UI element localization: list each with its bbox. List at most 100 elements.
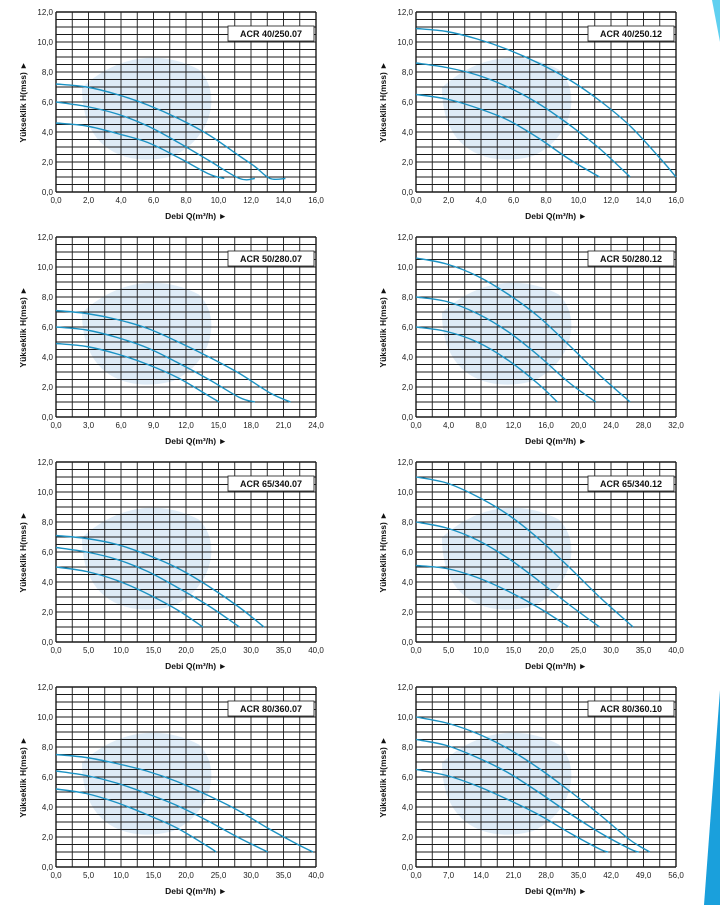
series-line-2 (415, 296, 597, 403)
chart-title: ACR 65/340.07 (240, 479, 302, 489)
x-tick-label: 0,0 (50, 196, 62, 205)
operating-range-area (82, 732, 212, 835)
y-axis-label: Yükseklik H(mss) ► (18, 61, 28, 142)
x-axis-label: Debi Q(m³/h) ► (525, 661, 587, 671)
x-tick-label: 24,0 (603, 421, 619, 430)
y-tick-label: 2,0 (402, 608, 414, 617)
y-tick-label: 4,0 (402, 128, 414, 137)
y-tick-label: 8,0 (42, 293, 54, 302)
x-axis-label: Debi Q(m³/h) ► (165, 211, 227, 221)
series-line-3 (415, 768, 609, 853)
y-axis-label: Yükseklik H(mss) ► (378, 736, 388, 817)
chart-title-box (227, 25, 315, 42)
series-line-3 (55, 122, 225, 180)
series-line-2 (55, 546, 240, 628)
operating-range-area (82, 507, 212, 610)
x-axis-label: Debi Q(m³/h) ► (165, 886, 227, 896)
x-tick-label: 8,0 (475, 421, 487, 430)
chart-4: ACR 50/280.12 0,0 4,0 8,0 12,0 16,0 20,0 24,0 28… (378, 233, 684, 446)
x-tick-label: 4,0 (475, 196, 487, 205)
x-axis-label: Debi Q(m³/h) ► (525, 211, 587, 221)
y-tick-label: 12,0 (397, 8, 413, 17)
y-tick-label: 10,0 (37, 488, 53, 497)
x-axis-label: Debi Q(m³/h) ► (165, 661, 227, 671)
y-tick-label: 12,0 (37, 683, 53, 692)
x-tick-label: 0,0 (410, 871, 422, 880)
chart-6: ACR 65/340.12 0,0 5,0 10,0 15,0 20,0 25,0 30,0 3… (378, 458, 684, 671)
y-tick-label: 2,0 (42, 833, 54, 842)
x-tick-label: 25,0 (211, 871, 227, 880)
edge-accent-bottom (704, 690, 720, 905)
y-tick-label: 8,0 (402, 518, 414, 527)
x-tick-label: 40,0 (668, 646, 684, 655)
x-tick-label: 5,0 (83, 646, 95, 655)
y-tick-label: 2,0 (42, 383, 54, 392)
operating-range-area (442, 732, 572, 835)
series-line-1 (415, 716, 651, 853)
x-tick-label: 3,0 (83, 421, 95, 430)
x-tick-label: 15,0 (506, 646, 522, 655)
x-tick-label: 12,0 (243, 196, 259, 205)
x-tick-label: 20,0 (178, 646, 194, 655)
y-tick-label: 12,0 (397, 233, 413, 242)
y-tick-label: 6,0 (42, 323, 54, 332)
y-tick-label: 2,0 (402, 833, 414, 842)
y-tick-label: 6,0 (402, 773, 414, 782)
x-tick-label: 24,0 (308, 421, 324, 430)
y-axis-label: Yükseklik H(mss) ► (18, 511, 28, 592)
y-tick-label: 4,0 (42, 803, 54, 812)
series-line-1 (415, 257, 631, 403)
x-tick-label: 5,0 (83, 871, 95, 880)
series-line-2 (55, 770, 268, 853)
edge-accent-top (712, 0, 720, 42)
x-tick-label: 20,0 (178, 871, 194, 880)
x-tick-label: 42,0 (603, 871, 619, 880)
y-tick-label: 0,0 (402, 188, 414, 197)
y-tick-label: 4,0 (402, 803, 414, 812)
x-tick-label: 30,0 (243, 646, 259, 655)
y-tick-label: 10,0 (397, 263, 413, 272)
x-tick-label: 35,0 (571, 871, 587, 880)
x-tick-label: 10,0 (473, 646, 489, 655)
series-line-3 (55, 342, 220, 403)
x-tick-label: 0,0 (50, 646, 62, 655)
x-tick-label: 9,0 (148, 421, 160, 430)
y-tick-label: 2,0 (42, 608, 54, 617)
chart-title: ACR 80/360.10 (600, 704, 662, 714)
x-tick-label: 15,0 (146, 646, 162, 655)
x-tick-label: 10,0 (211, 196, 227, 205)
x-tick-label: 35,0 (276, 646, 292, 655)
y-tick-label: 2,0 (42, 158, 54, 167)
x-tick-label: 32,0 (668, 421, 684, 430)
y-axis-label: Yükseklik H(mss) ► (18, 736, 28, 817)
x-tick-label: 6,0 (508, 196, 520, 205)
chart-7: ACR 80/360.07 0,0 5,0 10,0 15,0 20,0 25,0 30,0 3… (18, 683, 324, 896)
x-tick-label: 14,0 (636, 196, 652, 205)
x-tick-label: 28,0 (538, 871, 554, 880)
x-tick-label: 21,0 (276, 421, 292, 430)
series-line-3 (55, 788, 217, 853)
x-tick-label: 16,0 (668, 196, 684, 205)
x-axis-label: Debi Q(m³/h) ► (165, 436, 227, 446)
x-tick-label: 10,0 (571, 196, 587, 205)
x-tick-label: 28,0 (636, 421, 652, 430)
operating-range-area (442, 282, 572, 385)
chart-title-box (587, 700, 675, 717)
y-tick-label: 6,0 (402, 98, 414, 107)
y-tick-label: 10,0 (397, 488, 413, 497)
series-line-2 (55, 326, 256, 403)
series-line-1 (415, 476, 634, 628)
x-tick-label: 35,0 (276, 871, 292, 880)
y-tick-label: 6,0 (402, 548, 414, 557)
operating-range-area (82, 282, 212, 385)
y-tick-label: 0,0 (42, 413, 54, 422)
y-tick-label: 0,0 (42, 638, 54, 647)
y-tick-label: 6,0 (402, 323, 414, 332)
series-line-2 (55, 101, 255, 181)
x-tick-label: 40,0 (308, 871, 324, 880)
chart-title-box (227, 250, 315, 267)
y-tick-label: 0,0 (42, 863, 54, 872)
y-tick-label: 2,0 (402, 158, 414, 167)
x-tick-label: 25,0 (211, 646, 227, 655)
y-tick-label: 8,0 (402, 293, 414, 302)
